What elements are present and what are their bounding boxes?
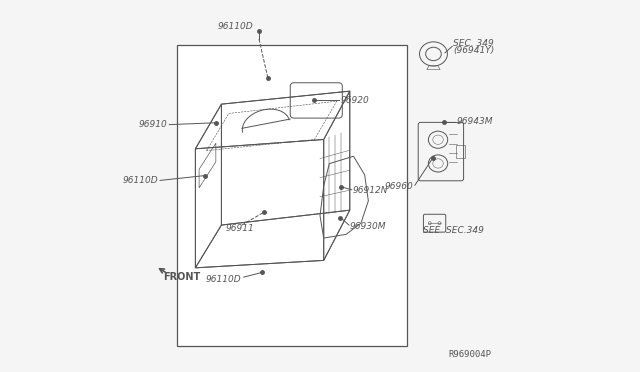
Text: (96941Y): (96941Y) <box>453 46 495 55</box>
Text: R969004P: R969004P <box>448 350 491 359</box>
Text: 96943M: 96943M <box>456 117 493 126</box>
Text: 96910: 96910 <box>139 120 168 129</box>
Text: 96110D: 96110D <box>122 176 158 185</box>
Text: SEC. 349: SEC. 349 <box>453 39 494 48</box>
Text: 96912N: 96912N <box>353 186 388 195</box>
Text: 96920: 96920 <box>340 96 369 105</box>
Text: SEE  SEC.349: SEE SEC.349 <box>424 226 484 235</box>
Text: 96110D: 96110D <box>218 22 253 31</box>
Text: 96930M: 96930M <box>349 222 387 231</box>
Text: FRONT: FRONT <box>163 272 200 282</box>
Text: 96110D: 96110D <box>205 275 241 283</box>
Text: 96911: 96911 <box>226 224 254 233</box>
Text: 96960: 96960 <box>384 182 413 191</box>
Bar <box>177 45 408 346</box>
